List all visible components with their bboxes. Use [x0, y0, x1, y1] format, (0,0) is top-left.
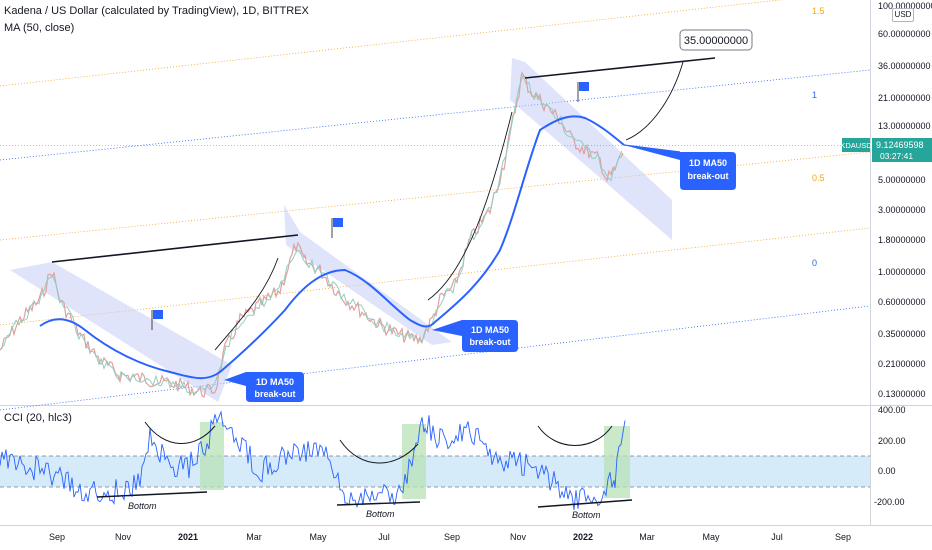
- time-axis-label-7: Nov: [510, 532, 527, 542]
- price-axis-label-11: 0.21000000: [878, 359, 926, 369]
- callout-1-line2: break-out: [254, 389, 295, 399]
- cci-pane[interactable]: Bottom Bottom Bottom: [0, 410, 870, 520]
- cci-arc-3: [537, 425, 613, 446]
- cci-axis[interactable]: 400.00 200.00 0.00 -200.00: [874, 405, 906, 507]
- time-axis[interactable]: Sep Nov 2021 Mar May Jul Sep Nov 2022 Mar May Jul Se…: [49, 532, 851, 542]
- cci-axis-label-400: 400.00: [878, 405, 906, 415]
- time-axis-label-6: Sep: [444, 532, 460, 542]
- cci-band: [0, 456, 870, 487]
- time-axis-label-4: May: [309, 532, 327, 542]
- callout-3-line2: break-out: [687, 171, 728, 181]
- last-price-countdown: 03:27:41: [880, 151, 913, 161]
- trend-line-1: [51, 234, 299, 263]
- bottom-label-1: Bottom: [128, 501, 157, 511]
- fib-channel-lines[interactable]: [0, 0, 871, 411]
- callout-1-line1: 1D MA50: [256, 377, 294, 387]
- green-zone-0: [200, 422, 224, 490]
- price-series: [0, 71, 624, 398]
- fib-label-0-5: 0.5: [812, 173, 825, 183]
- chart-title: Kadena / US Dollar (calculated by Tradin…: [4, 5, 309, 17]
- callout-3[interactable]: 1D MA50 break-out: [624, 145, 736, 190]
- fib-labels: 1.5 1 0.5 0: [812, 6, 825, 268]
- callout-3-line1: 1D MA50: [689, 158, 727, 168]
- price-axis-label-7: 1.80000000: [878, 235, 926, 245]
- price-axis-label-9: 0.60000000: [878, 297, 926, 307]
- callout-2-line2: break-out: [469, 337, 510, 347]
- fib-label-0: 0: [812, 258, 817, 268]
- channel-2: [510, 58, 672, 240]
- cci-drawings: [96, 421, 633, 508]
- arc-1: [214, 257, 279, 351]
- cci-line: [0, 410, 626, 511]
- price-line-green: [0, 73, 623, 394]
- price-axis-label-4: 13.00000000: [878, 121, 931, 131]
- fib-line-0: [0, 0, 784, 87]
- cci-indicator-label[interactable]: CCI (20, hlc3): [4, 412, 72, 424]
- callout-2-line1: 1D MA50: [471, 325, 509, 335]
- cci-axis-label-200: 200.00: [878, 436, 906, 446]
- cci-arc-1: [144, 421, 216, 444]
- ma50-line[interactable]: [39, 115, 625, 380]
- fib-label-1: 1: [812, 90, 817, 100]
- cci-axis-label-0: 0.00: [878, 466, 896, 476]
- last-price-tag: KDAUSD 9.12469598 03:27:41: [0, 138, 932, 162]
- price-axis-label-12: 0.13000000: [878, 389, 926, 399]
- flag-0: [153, 310, 163, 319]
- price-axis-label-3: 21.00000000: [878, 93, 931, 103]
- cci-support-2: [336, 501, 421, 506]
- fib-line-4: [0, 305, 871, 411]
- time-axis-label-9: Mar: [639, 532, 655, 542]
- callout-2[interactable]: 1D MA50 break-out: [432, 320, 518, 352]
- last-price-value: 9.12469598: [876, 140, 924, 150]
- trend-line-2: [524, 57, 716, 79]
- green-zone-1: [402, 424, 426, 499]
- fib-label-1-5: 1.5: [812, 6, 825, 16]
- time-axis-label-3: Mar: [246, 532, 262, 542]
- flag-1: [333, 218, 343, 227]
- callout-1[interactable]: 1D MA50 break-out: [224, 372, 304, 402]
- price-axis-label-8: 1.00000000: [878, 267, 926, 277]
- time-axis-label-11: Jul: [771, 532, 783, 542]
- time-axis-label-1: Nov: [115, 532, 132, 542]
- time-axis-label-0: Sep: [49, 532, 65, 542]
- price-axis-label-1: 60.00000000: [878, 29, 931, 39]
- cci-support-3: [537, 499, 633, 508]
- arc-2: [427, 111, 513, 301]
- price-axis-label-2: 36.00000000: [878, 61, 931, 71]
- time-axis-label-5: Jul: [378, 532, 390, 542]
- flags: [151, 82, 589, 330]
- time-axis-label-2: 2021: [178, 532, 198, 542]
- last-price-symbol: KDAUSD: [840, 141, 872, 150]
- price-axis-label-0: 100.00000000: [878, 1, 932, 11]
- price-axis[interactable]: 100.00000000 60.00000000 36.00000000 21.000…: [878, 1, 932, 399]
- descending-channels[interactable]: [10, 58, 672, 402]
- currency-button[interactable]: USD: [892, 8, 914, 22]
- arc-3: [625, 61, 684, 141]
- target-label: 35.00000000: [684, 35, 748, 47]
- fib-line-3: [0, 227, 871, 326]
- channel-1: [284, 205, 452, 345]
- cci-support-1: [96, 491, 208, 498]
- cci-arc-2: [339, 439, 419, 464]
- bottom-label-3: Bottom: [572, 510, 601, 520]
- ma-indicator-label[interactable]: MA (50, close): [4, 22, 75, 34]
- cci-axis-label-neg200: -200.00: [874, 497, 905, 507]
- target-label-box[interactable]: 35.00000000: [679, 29, 753, 51]
- flag-2: [579, 82, 589, 91]
- cci-green-zones: [200, 422, 630, 499]
- time-axis-label-8: 2022: [573, 532, 593, 542]
- price-axis-label-10: 0.35000000: [878, 329, 926, 339]
- price-axis-label-6: 3.00000000: [878, 205, 926, 215]
- bottom-label-2: Bottom: [366, 509, 395, 519]
- time-axis-label-10: May: [702, 532, 720, 542]
- time-axis-label-12: Sep: [835, 532, 851, 542]
- price-axis-label-5: 5.00000000: [878, 175, 926, 185]
- channel-0: [10, 262, 232, 402]
